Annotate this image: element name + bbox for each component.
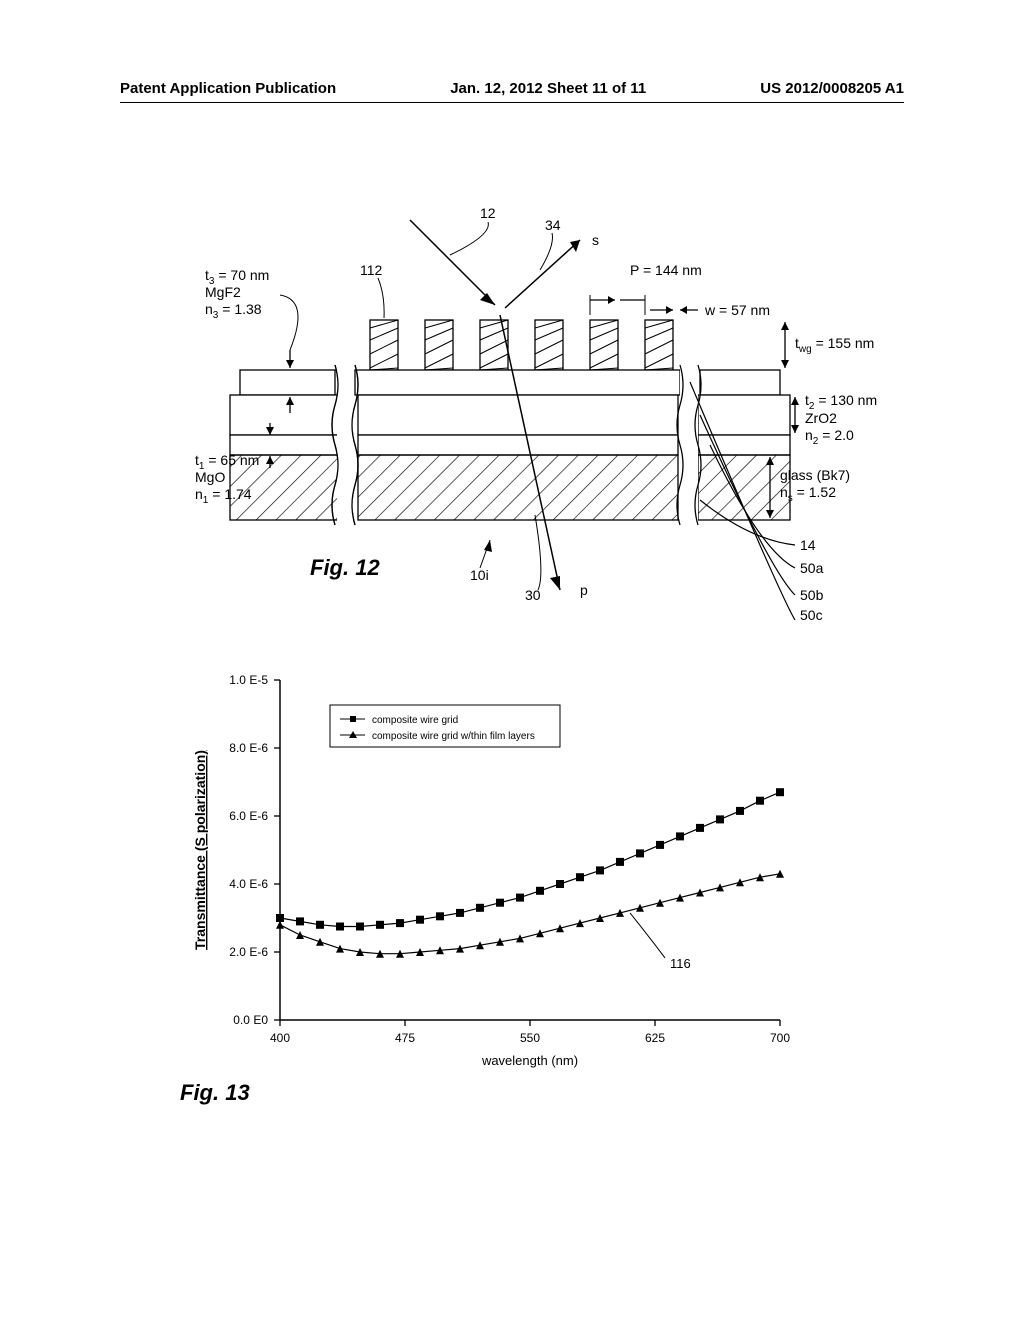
- w-label: w = 57 nm: [704, 302, 770, 318]
- fig13-svg: 0.0 E0 2.0 E-6 4.0 E-6 6.0 E-6 8.0 E-6 1.0 E-…: [180, 660, 820, 1120]
- fig12: 12 34 s P = 144 nm w =: [140, 200, 880, 620]
- svg-text:0.0 E0: 0.0 E0: [233, 1013, 268, 1027]
- mgf2: MgF2: [205, 284, 241, 300]
- fig12-svg: 12 34 s P = 144 nm w =: [140, 200, 880, 620]
- header-center: Jan. 12, 2012 Sheet 11 of 11: [450, 80, 646, 97]
- header-left: Patent Application Publication: [120, 80, 336, 97]
- plot-area: 0.0 E0 2.0 E-6 4.0 E-6 6.0 E-6 8.0 E-6 1.0 E-…: [180, 673, 790, 1105]
- page-header: Patent Application Publication Jan. 12, …: [120, 80, 904, 97]
- svg-text:1.0 E-5: 1.0 E-5: [229, 673, 268, 687]
- header-right: US 2012/0008205 A1: [760, 80, 904, 97]
- svg-text:composite wire grid: composite wire grid: [372, 715, 458, 726]
- ref-10i: 10i: [470, 567, 489, 583]
- svg-text:700: 700: [770, 1031, 790, 1045]
- svg-text:composite wire grid w/thin fil: composite wire grid w/thin film layers: [372, 731, 535, 742]
- grid-elements: [370, 320, 673, 370]
- p-label: P = 144 nm: [630, 262, 702, 278]
- fig12-caption: Fig. 12: [310, 555, 380, 580]
- mgo: MgO: [195, 469, 225, 485]
- svg-text:400: 400: [270, 1031, 290, 1045]
- layer-50a: [230, 435, 790, 455]
- svg-text:4.0 E-6: 4.0 E-6: [229, 877, 268, 891]
- ref-12: 12: [480, 205, 496, 221]
- svg-text:t2 = 130 nm: t2 = 130 nm: [805, 392, 877, 412]
- dim-p: P = 144 nm: [590, 262, 702, 315]
- svg-text:n3 = 1.38: n3 = 1.38: [205, 301, 262, 321]
- svg-text:475: 475: [395, 1031, 415, 1045]
- svg-text:550: 550: [520, 1031, 540, 1045]
- svg-text:twg = 155 nm: twg = 155 nm: [795, 335, 874, 355]
- reflected-ray: [505, 240, 580, 308]
- ref-50a: 50a: [800, 560, 824, 576]
- svg-text:625: 625: [645, 1031, 665, 1045]
- ref-34: 34: [545, 217, 561, 233]
- ref-50c: 50c: [800, 607, 823, 620]
- page: Patent Application Publication Jan. 12, …: [0, 0, 1024, 1320]
- header-rule: [120, 102, 904, 103]
- fig13: 0.0 E0 2.0 E-6 4.0 E-6 6.0 E-6 8.0 E-6 1.0 E-…: [180, 660, 820, 1090]
- glass: glass (Bk7): [780, 467, 850, 483]
- svg-text:116: 116: [670, 956, 691, 971]
- svg-text:6.0 E-6: 6.0 E-6: [229, 809, 268, 823]
- substrate-14: [230, 455, 790, 520]
- ref-50b: 50b: [800, 587, 824, 603]
- incident-ray: [410, 220, 495, 305]
- svg-text:n2 = 2.0: n2 = 2.0: [805, 427, 854, 447]
- ref-s: s: [592, 232, 599, 248]
- svg-text:8.0 E-6: 8.0 E-6: [229, 741, 268, 755]
- dim-t2: t2 = 130 nm ZrO2 n2 = 2.0: [791, 392, 877, 447]
- ref-14: 14: [800, 537, 816, 553]
- zro2: ZrO2: [805, 410, 837, 426]
- svg-text:Fig. 13: Fig. 13: [180, 1080, 250, 1105]
- dim-twg: twg = 155 nm: [781, 322, 874, 368]
- ref-p: p: [580, 582, 588, 598]
- svg-text:2.0 E-6: 2.0 E-6: [229, 945, 268, 959]
- layer-50c: [240, 370, 780, 395]
- ref-112: 112: [360, 262, 383, 278]
- svg-text:wavelength (nm): wavelength (nm): [481, 1053, 578, 1068]
- svg-text:Transmittance (S polarization): Transmittance (S polarization): [192, 750, 208, 950]
- dim-w: w = 57 nm: [645, 302, 770, 318]
